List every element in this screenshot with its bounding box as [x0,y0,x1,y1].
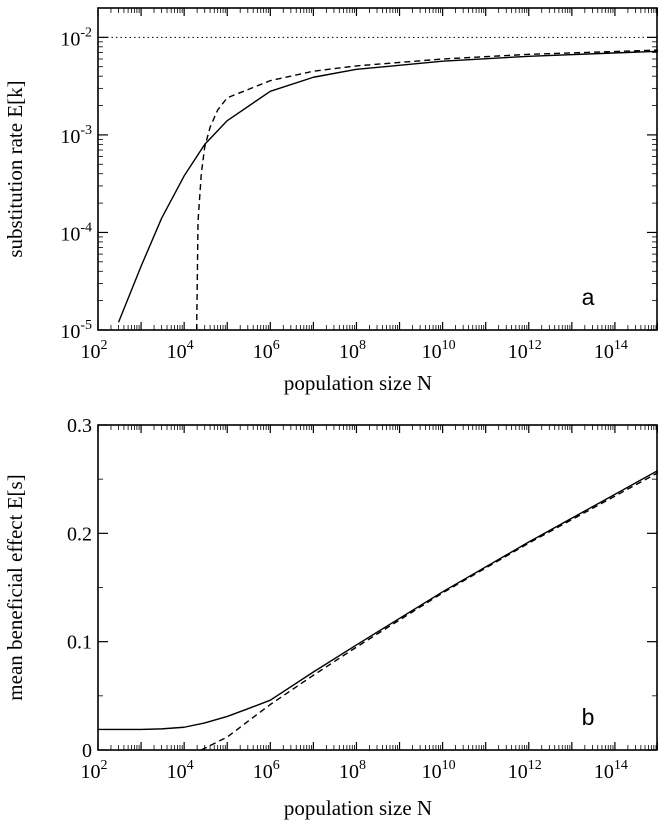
x-tick-label: 108 [339,338,366,363]
y-tick-label: 10-2 [60,25,92,50]
x-tick-label: 1012 [508,338,542,363]
x-tick-label: 1014 [594,758,628,783]
x-tick-label: 1012 [508,758,542,783]
y-axis-title: mean beneficial effect E[s] [3,474,27,700]
y-tick-label: 0.1 [67,632,92,654]
plot-frame [97,7,658,331]
x-tick-label: 104 [167,758,194,783]
x-tick-label: 104 [167,338,194,363]
y-tick-label: 10-3 [60,123,92,148]
series-line-dashed [200,472,658,750]
x-tick-label: 1014 [594,338,628,363]
panel-label: b [582,704,595,730]
x-axis-title: population size N [284,371,432,395]
y-tick-label: 0.3 [67,415,92,437]
series-line-solid [98,469,658,731]
series-line-solid [117,50,658,323]
y-tick-label: 10-5 [60,318,92,343]
panel-a: 102 104 106 108 1010 1012 1014 10-5 10-4 10-3 10-2… [3,7,658,395]
x-axis-title: population size N [284,796,432,820]
x-tick-label: 106 [253,338,280,363]
y-tick-label: 0.2 [67,523,92,545]
panel-label: a [582,284,595,310]
x-tick-label: 1010 [422,758,456,783]
x-tick-label: 102 [81,758,108,783]
panel-b: 102 104 106 108 1010 1012 1014 0 0.1 0.2 0.3 popula… [3,415,658,820]
x-tick-label: 108 [339,758,366,783]
y-tick-label: 0 [82,740,92,762]
x-tick-label: 106 [253,758,280,783]
y-axis-title: substitution rate E[k] [3,80,27,257]
x-tick-label: 1010 [422,338,456,363]
x-tick-label: 102 [81,338,108,363]
plot-frame [97,424,658,751]
y-tick-label: 10-4 [60,220,92,245]
